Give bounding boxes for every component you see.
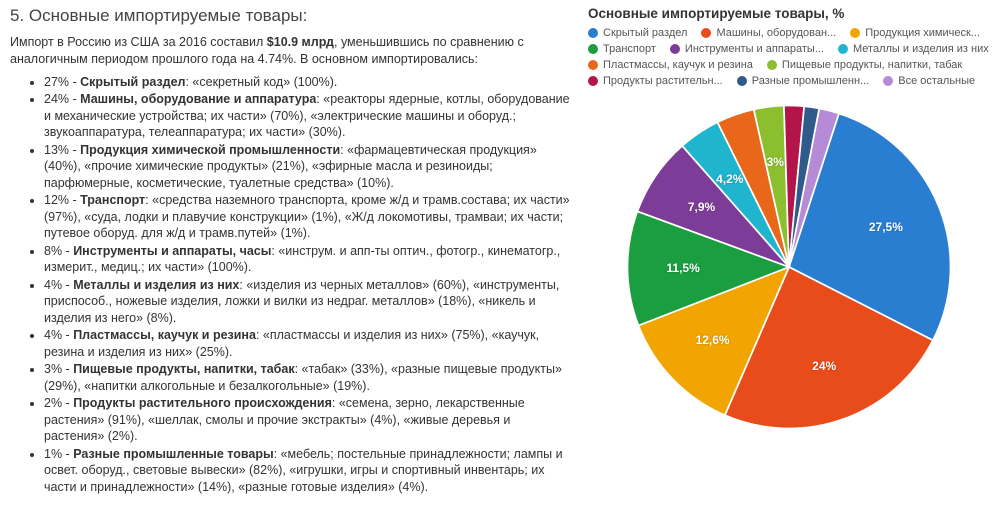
legend-item: Металлы и изделия из них <box>838 43 989 55</box>
item-name: Продукты растительного происхождения <box>73 396 332 410</box>
legend-item: Разные промышленн... <box>737 75 870 87</box>
legend-label: Машины, оборудован... <box>716 27 836 39</box>
list-item: 8% - Инструменты и аппараты, часы: «инст… <box>44 243 570 276</box>
slice-label: 7,9% <box>688 200 715 214</box>
items-list: 27% - Скрытый раздел: «секретный код» (1… <box>10 74 570 496</box>
chart-legend: Скрытый раздел Машины, оборудован... Проду… <box>588 27 989 87</box>
legend-label: Пластмассы, каучук и резина <box>603 59 753 71</box>
legend-item: Пластмассы, каучук и резина <box>588 59 753 71</box>
legend-item: Скрытый раздел <box>588 27 687 39</box>
item-name: Пищевые продукты, напитки, табак <box>73 362 294 376</box>
pie-wrap: 27,5% 24% 12,6% 11,5% 7,9%4,2% 3% <box>588 97 989 437</box>
item-pct: 4% - <box>44 328 73 342</box>
item-pct: 24% - <box>44 92 80 106</box>
intro-bold: $10.9 млрд <box>267 35 334 49</box>
legend-item: Продукция химическ... <box>850 27 980 39</box>
legend-swatch <box>588 60 598 70</box>
list-item: 4% - Металлы и изделия из них: «изделия … <box>44 277 570 327</box>
list-item: 1% - Разные промышленные товары: «мебель… <box>44 446 570 496</box>
item-name: Металлы и изделия из них <box>73 278 239 292</box>
legend-label: Скрытый раздел <box>603 27 687 39</box>
slice-label: 24% <box>812 359 836 373</box>
legend-item: Все остальные <box>883 75 975 87</box>
legend-swatch <box>767 60 777 70</box>
text-column: 5. Основные импортируемые товары: Импорт… <box>10 6 570 496</box>
legend-label: Продукты растительн... <box>603 75 723 87</box>
item-pct: 2% - <box>44 396 73 410</box>
legend-item: Транспорт <box>588 43 656 55</box>
list-item: 24% - Машины, оборудование и аппаратура:… <box>44 91 570 141</box>
item-pct: 4% - <box>44 278 73 292</box>
list-item: 4% - Пластмассы, каучук и резина: «пласт… <box>44 327 570 360</box>
layout-container: 5. Основные импортируемые товары: Импорт… <box>10 6 989 496</box>
legend-swatch <box>588 76 598 86</box>
legend-label: Инструменты и аппараты... <box>685 43 824 55</box>
slice-label: 12,6% <box>696 333 730 347</box>
legend-swatch <box>588 44 598 54</box>
legend-swatch <box>737 76 747 86</box>
item-name: Скрытый раздел <box>80 75 185 89</box>
list-item: 3% - Пищевые продукты, напитки, табак: «… <box>44 361 570 394</box>
chart-title: Основные импортируемые товары, % <box>588 6 989 21</box>
legend-label: Продукция химическ... <box>865 27 980 39</box>
legend-item: Инструменты и аппараты... <box>670 43 824 55</box>
list-item: 27% - Скрытый раздел: «секретный код» (1… <box>44 74 570 91</box>
list-item: 13% - Продукция химической промышленност… <box>44 142 570 192</box>
item-pct: 12% - <box>44 193 80 207</box>
slice-label: 3% <box>767 155 784 169</box>
item-name: Пластмассы, каучук и резина <box>73 328 256 342</box>
item-name: Инструменты и аппараты, часы <box>73 244 271 258</box>
legend-swatch <box>838 44 848 54</box>
intro-pre: Импорт в Россию из США за 2016 составил <box>10 35 267 49</box>
item-pct: 3% - <box>44 362 73 376</box>
item-rest: : «секретный код» (100%). <box>185 75 337 89</box>
legend-label: Разные промышленн... <box>752 75 870 87</box>
legend-label: Пищевые продукты, напитки, табак <box>782 59 962 71</box>
legend-label: Все остальные <box>898 75 975 87</box>
chart-column: Основные импортируемые товары, % Скрытый… <box>588 6 989 496</box>
legend-swatch <box>701 28 711 38</box>
item-name: Транспорт <box>80 193 145 207</box>
legend-label: Транспорт <box>603 43 656 55</box>
legend-swatch <box>883 76 893 86</box>
slice-label: 11,5% <box>666 261 699 275</box>
pie-chart: 27,5% 24% 12,6% 11,5% 7,9%4,2% 3% <box>619 97 959 437</box>
item-name: Разные промышленные товары <box>73 447 273 461</box>
item-pct: 13% - <box>44 143 80 157</box>
legend-item: Машины, оборудован... <box>701 27 836 39</box>
list-item: 2% - Продукты растительного происхождени… <box>44 395 570 445</box>
section-title: 5. Основные импортируемые товары: <box>10 6 570 26</box>
legend-swatch <box>850 28 860 38</box>
slice-label: 4,2% <box>716 172 743 186</box>
item-pct: 27% - <box>44 75 80 89</box>
legend-swatch <box>670 44 680 54</box>
legend-item: Пищевые продукты, напитки, табак <box>767 59 962 71</box>
item-name: Машины, оборудование и аппаратура <box>80 92 316 106</box>
list-item: 12% - Транспорт: «средства наземного тра… <box>44 192 570 242</box>
slice-label: 27,5% <box>869 220 903 234</box>
legend-label: Металлы и изделия из них <box>853 43 989 55</box>
legend-swatch <box>588 28 598 38</box>
item-pct: 1% - <box>44 447 73 461</box>
intro-paragraph: Импорт в Россию из США за 2016 составил … <box>10 34 570 68</box>
item-pct: 8% - <box>44 244 73 258</box>
legend-item: Продукты растительн... <box>588 75 723 87</box>
item-name: Продукция химической промышленности <box>80 143 340 157</box>
